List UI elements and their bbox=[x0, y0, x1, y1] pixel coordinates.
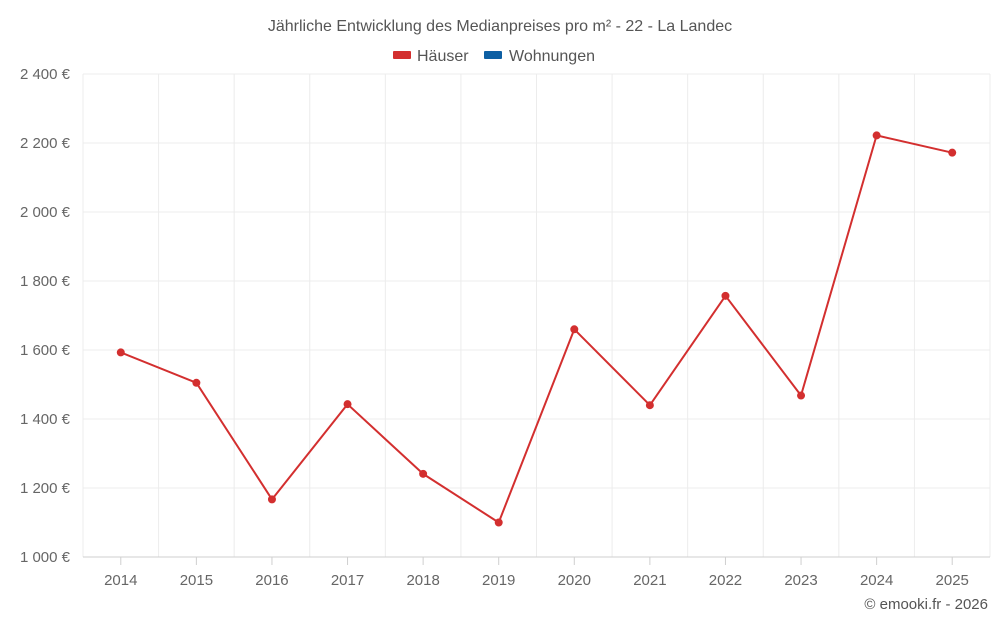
data-point[interactable] bbox=[116, 348, 125, 357]
gridlines bbox=[82, 73, 991, 557]
x-tick-label: 2015 bbox=[180, 572, 213, 589]
data-point[interactable] bbox=[721, 291, 730, 300]
x-tick-label: 2025 bbox=[936, 572, 969, 589]
x-tick-label: 2020 bbox=[558, 572, 591, 589]
data-point[interactable] bbox=[570, 325, 579, 334]
plot-area bbox=[116, 131, 957, 527]
y-tick-label: 2 200 € bbox=[20, 135, 71, 152]
legend-item-wohnungen[interactable]: Wohnungen bbox=[484, 48, 595, 65]
data-point[interactable] bbox=[645, 401, 654, 410]
y-tick-label: 2 000 € bbox=[20, 204, 71, 221]
data-point[interactable] bbox=[797, 391, 806, 400]
y-tick-label: 1 000 € bbox=[20, 549, 71, 566]
x-tick-label: 2016 bbox=[255, 572, 288, 589]
legend-label-wohnungen: Wohnungen bbox=[509, 48, 595, 65]
y-tick-label: 1 400 € bbox=[20, 411, 71, 428]
x-tick-label: 2014 bbox=[104, 572, 137, 589]
legend-swatch-wohnungen bbox=[484, 51, 502, 59]
y-tick-label: 2 400 € bbox=[20, 66, 71, 83]
x-tick-label: 2018 bbox=[406, 572, 439, 589]
x-axis: 2014 2015 2016 2017 2018 2019 2020 2021 2022 2023… bbox=[83, 556, 990, 589]
data-point[interactable] bbox=[872, 131, 881, 140]
data-point[interactable] bbox=[192, 378, 201, 387]
y-tick-label: 1 200 € bbox=[20, 480, 71, 497]
data-point[interactable] bbox=[948, 148, 957, 157]
x-tick-label: 2024 bbox=[860, 572, 893, 589]
series-line-0 bbox=[120, 134, 953, 524]
data-point[interactable] bbox=[343, 400, 352, 409]
legend-item-haeuser[interactable]: Häuser bbox=[393, 48, 469, 65]
legend-label-haeuser: Häuser bbox=[417, 48, 469, 65]
y-axis: 1 000 € 1 200 € 1 400 € 1 600 € 1 800 € 2 000… bbox=[20, 66, 71, 566]
y-tick-label: 1 600 € bbox=[20, 342, 71, 359]
data-point[interactable] bbox=[419, 469, 428, 478]
legend: Häuser Wohnungen bbox=[393, 48, 595, 65]
credit-text: © emooki.fr - 2026 bbox=[864, 596, 988, 613]
x-tick-label: 2021 bbox=[633, 572, 666, 589]
x-tick-label: 2023 bbox=[784, 572, 817, 589]
chart-title: Jährliche Entwicklung des Medianpreises … bbox=[268, 18, 732, 35]
data-point[interactable] bbox=[494, 518, 503, 527]
x-tick-label: 2019 bbox=[482, 572, 515, 589]
x-tick-label: 2017 bbox=[331, 572, 364, 589]
data-point[interactable] bbox=[267, 495, 276, 504]
y-tick-label: 1 800 € bbox=[20, 273, 71, 290]
legend-swatch-haeuser bbox=[393, 51, 411, 59]
x-tick-label: 2022 bbox=[709, 572, 742, 589]
